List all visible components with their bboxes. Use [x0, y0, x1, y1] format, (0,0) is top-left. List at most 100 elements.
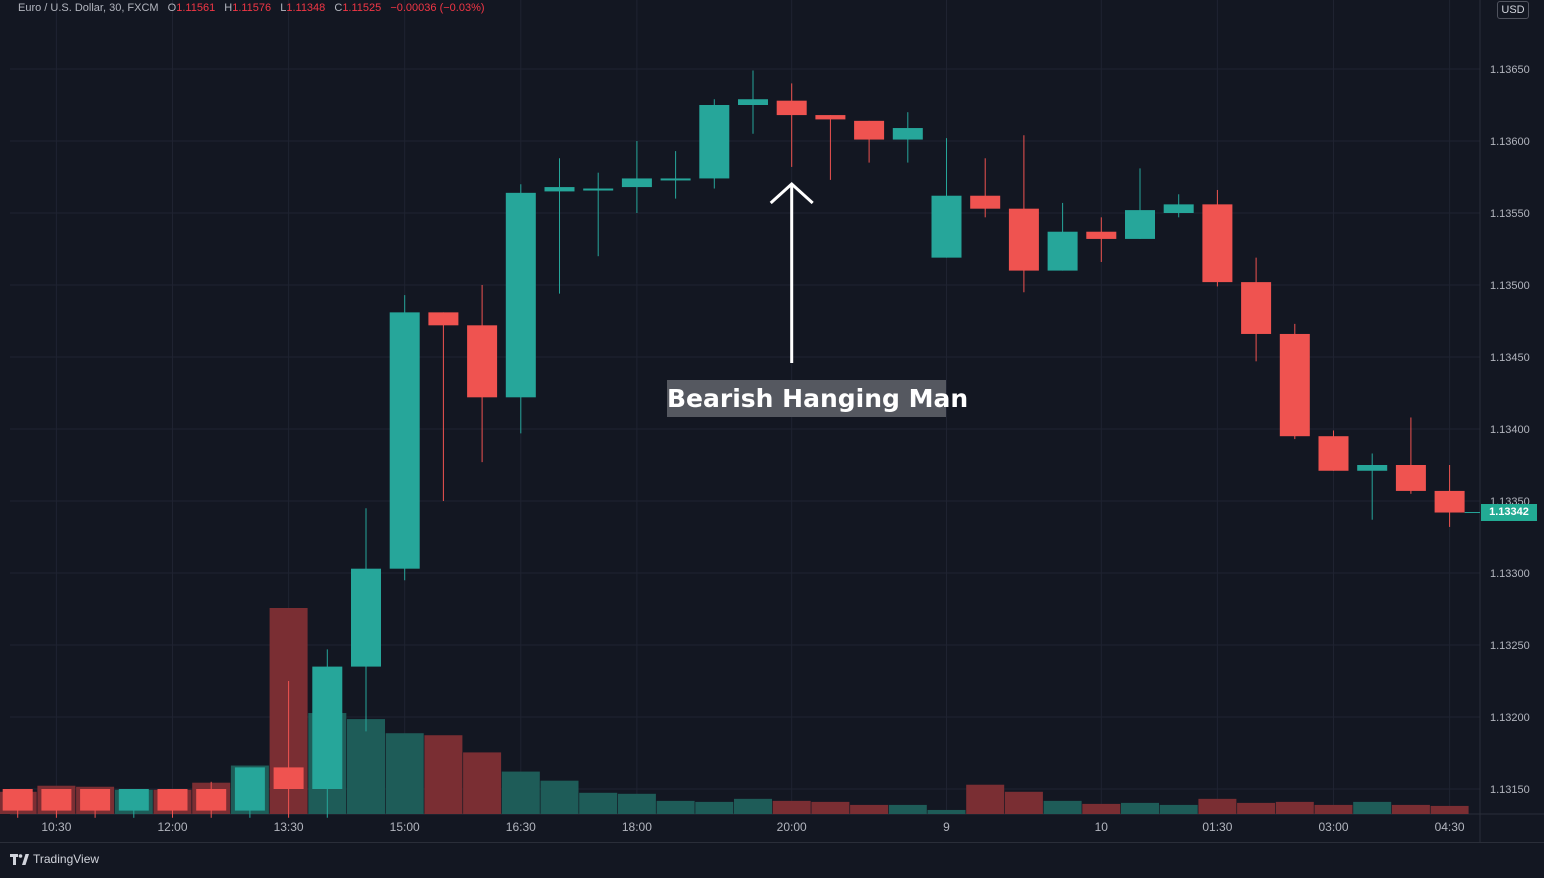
volume-bar	[1121, 802, 1159, 814]
candle-body	[312, 666, 343, 789]
symbol-legend: Euro / U.S. Dollar, 30, FXCM O1.11561 H1…	[18, 2, 485, 14]
candle[interactable]	[1008, 135, 1039, 293]
price-tick-label: 1.13450	[1490, 352, 1530, 364]
candle[interactable]	[583, 172, 614, 257]
candle[interactable]	[312, 649, 343, 818]
candle[interactable]	[970, 158, 1001, 218]
candle-body	[970, 195, 1001, 209]
time-tick-label: 01:30	[1202, 820, 1232, 834]
candle[interactable]	[41, 789, 72, 818]
candle[interactable]	[892, 112, 923, 163]
candle[interactable]	[505, 184, 536, 434]
close-key: C	[334, 2, 343, 14]
price-tick-label: 1.13200	[1490, 712, 1530, 724]
candle[interactable]	[699, 99, 730, 189]
volume-bar	[966, 784, 1005, 814]
volume-bar	[695, 801, 734, 814]
candle[interactable]	[815, 115, 846, 180]
candle[interactable]	[1395, 417, 1426, 494]
candle-body	[815, 115, 846, 120]
candle[interactable]	[2, 789, 33, 818]
candle[interactable]	[273, 681, 304, 818]
candle[interactable]	[467, 285, 498, 463]
time-tick-label: 10:30	[41, 820, 71, 834]
candle-body	[157, 789, 188, 811]
volume-bar	[1237, 802, 1276, 814]
candle[interactable]	[80, 789, 111, 818]
candle[interactable]	[544, 158, 575, 294]
candle[interactable]	[118, 789, 149, 818]
time-tick-label: 03:00	[1318, 820, 1348, 834]
volume-bar	[347, 719, 385, 814]
candle-body	[660, 178, 691, 181]
volume-bar	[888, 804, 927, 814]
footer-bar: TradingView	[0, 842, 1544, 878]
price-tick-label: 1.13400	[1490, 424, 1530, 436]
volume-bar	[385, 733, 424, 814]
candle[interactable]	[1125, 168, 1155, 239]
volume-bar	[1004, 791, 1043, 814]
candle[interactable]	[1047, 202, 1078, 271]
candle-body	[738, 99, 768, 105]
candle[interactable]	[1434, 465, 1465, 527]
candle[interactable]	[428, 312, 459, 501]
candle[interactable]	[1202, 189, 1233, 287]
open-key: O	[167, 2, 177, 14]
symbol-name[interactable]: Euro / U.S. Dollar, 30, FXCM	[18, 2, 159, 14]
price-tick-label: 1.13150	[1490, 784, 1530, 796]
candle[interactable]	[854, 120, 885, 163]
time-tick-label: 04:30	[1435, 820, 1465, 834]
candle-body	[699, 105, 730, 179]
high-value: 1.11576	[232, 2, 272, 14]
candle-body	[1357, 465, 1388, 471]
candle[interactable]	[234, 767, 265, 818]
candle-body	[1395, 465, 1426, 491]
candle-body	[1241, 282, 1272, 334]
volume-bar	[850, 804, 889, 814]
annotation-label: Bearish Hanging Man	[667, 380, 968, 417]
currency-button[interactable]: USD	[1497, 1, 1529, 19]
price-axis[interactable]: 1.13650 1.13600 1.13550 1.13500 1.13450 1.134…	[1490, 64, 1530, 796]
candle[interactable]	[1086, 217, 1117, 262]
time-tick-label: 13:30	[274, 820, 304, 834]
price-tick-label: 1.13600	[1490, 136, 1530, 148]
candle-body	[428, 312, 459, 326]
candle[interactable]	[1318, 430, 1349, 471]
candle[interactable]	[1357, 453, 1388, 520]
volume-bar	[734, 798, 772, 814]
candle[interactable]	[196, 781, 227, 818]
close-value: 1.11525	[342, 2, 382, 14]
volume-bar	[772, 800, 811, 814]
candle-body	[351, 568, 381, 667]
candle[interactable]	[157, 789, 188, 818]
candle[interactable]	[738, 70, 768, 134]
candle[interactable]	[621, 141, 652, 213]
candle[interactable]	[660, 151, 691, 199]
candle-body	[1279, 333, 1310, 437]
price-tick-label: 1.13650	[1490, 64, 1530, 76]
candle[interactable]	[351, 508, 381, 732]
candle[interactable]	[931, 138, 962, 258]
candle-body	[1163, 204, 1194, 213]
time-tick-label: 15:00	[390, 820, 420, 834]
time-tick-label: 12:00	[157, 820, 187, 834]
candle[interactable]	[1163, 194, 1194, 218]
time-tick-label: 10	[1095, 820, 1109, 834]
time-tick-label: 9	[943, 820, 950, 834]
candle[interactable]	[776, 83, 807, 167]
candle[interactable]	[389, 295, 420, 581]
volume-bar	[1314, 804, 1353, 814]
open-value: 1.11561	[176, 2, 216, 14]
candle[interactable]	[1279, 323, 1310, 440]
candle[interactable]	[1241, 257, 1272, 362]
volume-bar	[927, 809, 966, 814]
price-candles	[2, 70, 1480, 818]
candle-body	[467, 325, 498, 398]
time-axis[interactable]: 10:30 12:00 13:30 15:00 16:30 18:00 20:00 9 10 01…	[41, 820, 1465, 834]
volume-bar	[1043, 800, 1082, 814]
brand-name: TradingView	[33, 852, 100, 866]
candle-body	[583, 188, 614, 191]
brand-logo[interactable]: TradingView	[10, 852, 99, 866]
volume-bars	[0, 608, 1469, 814]
